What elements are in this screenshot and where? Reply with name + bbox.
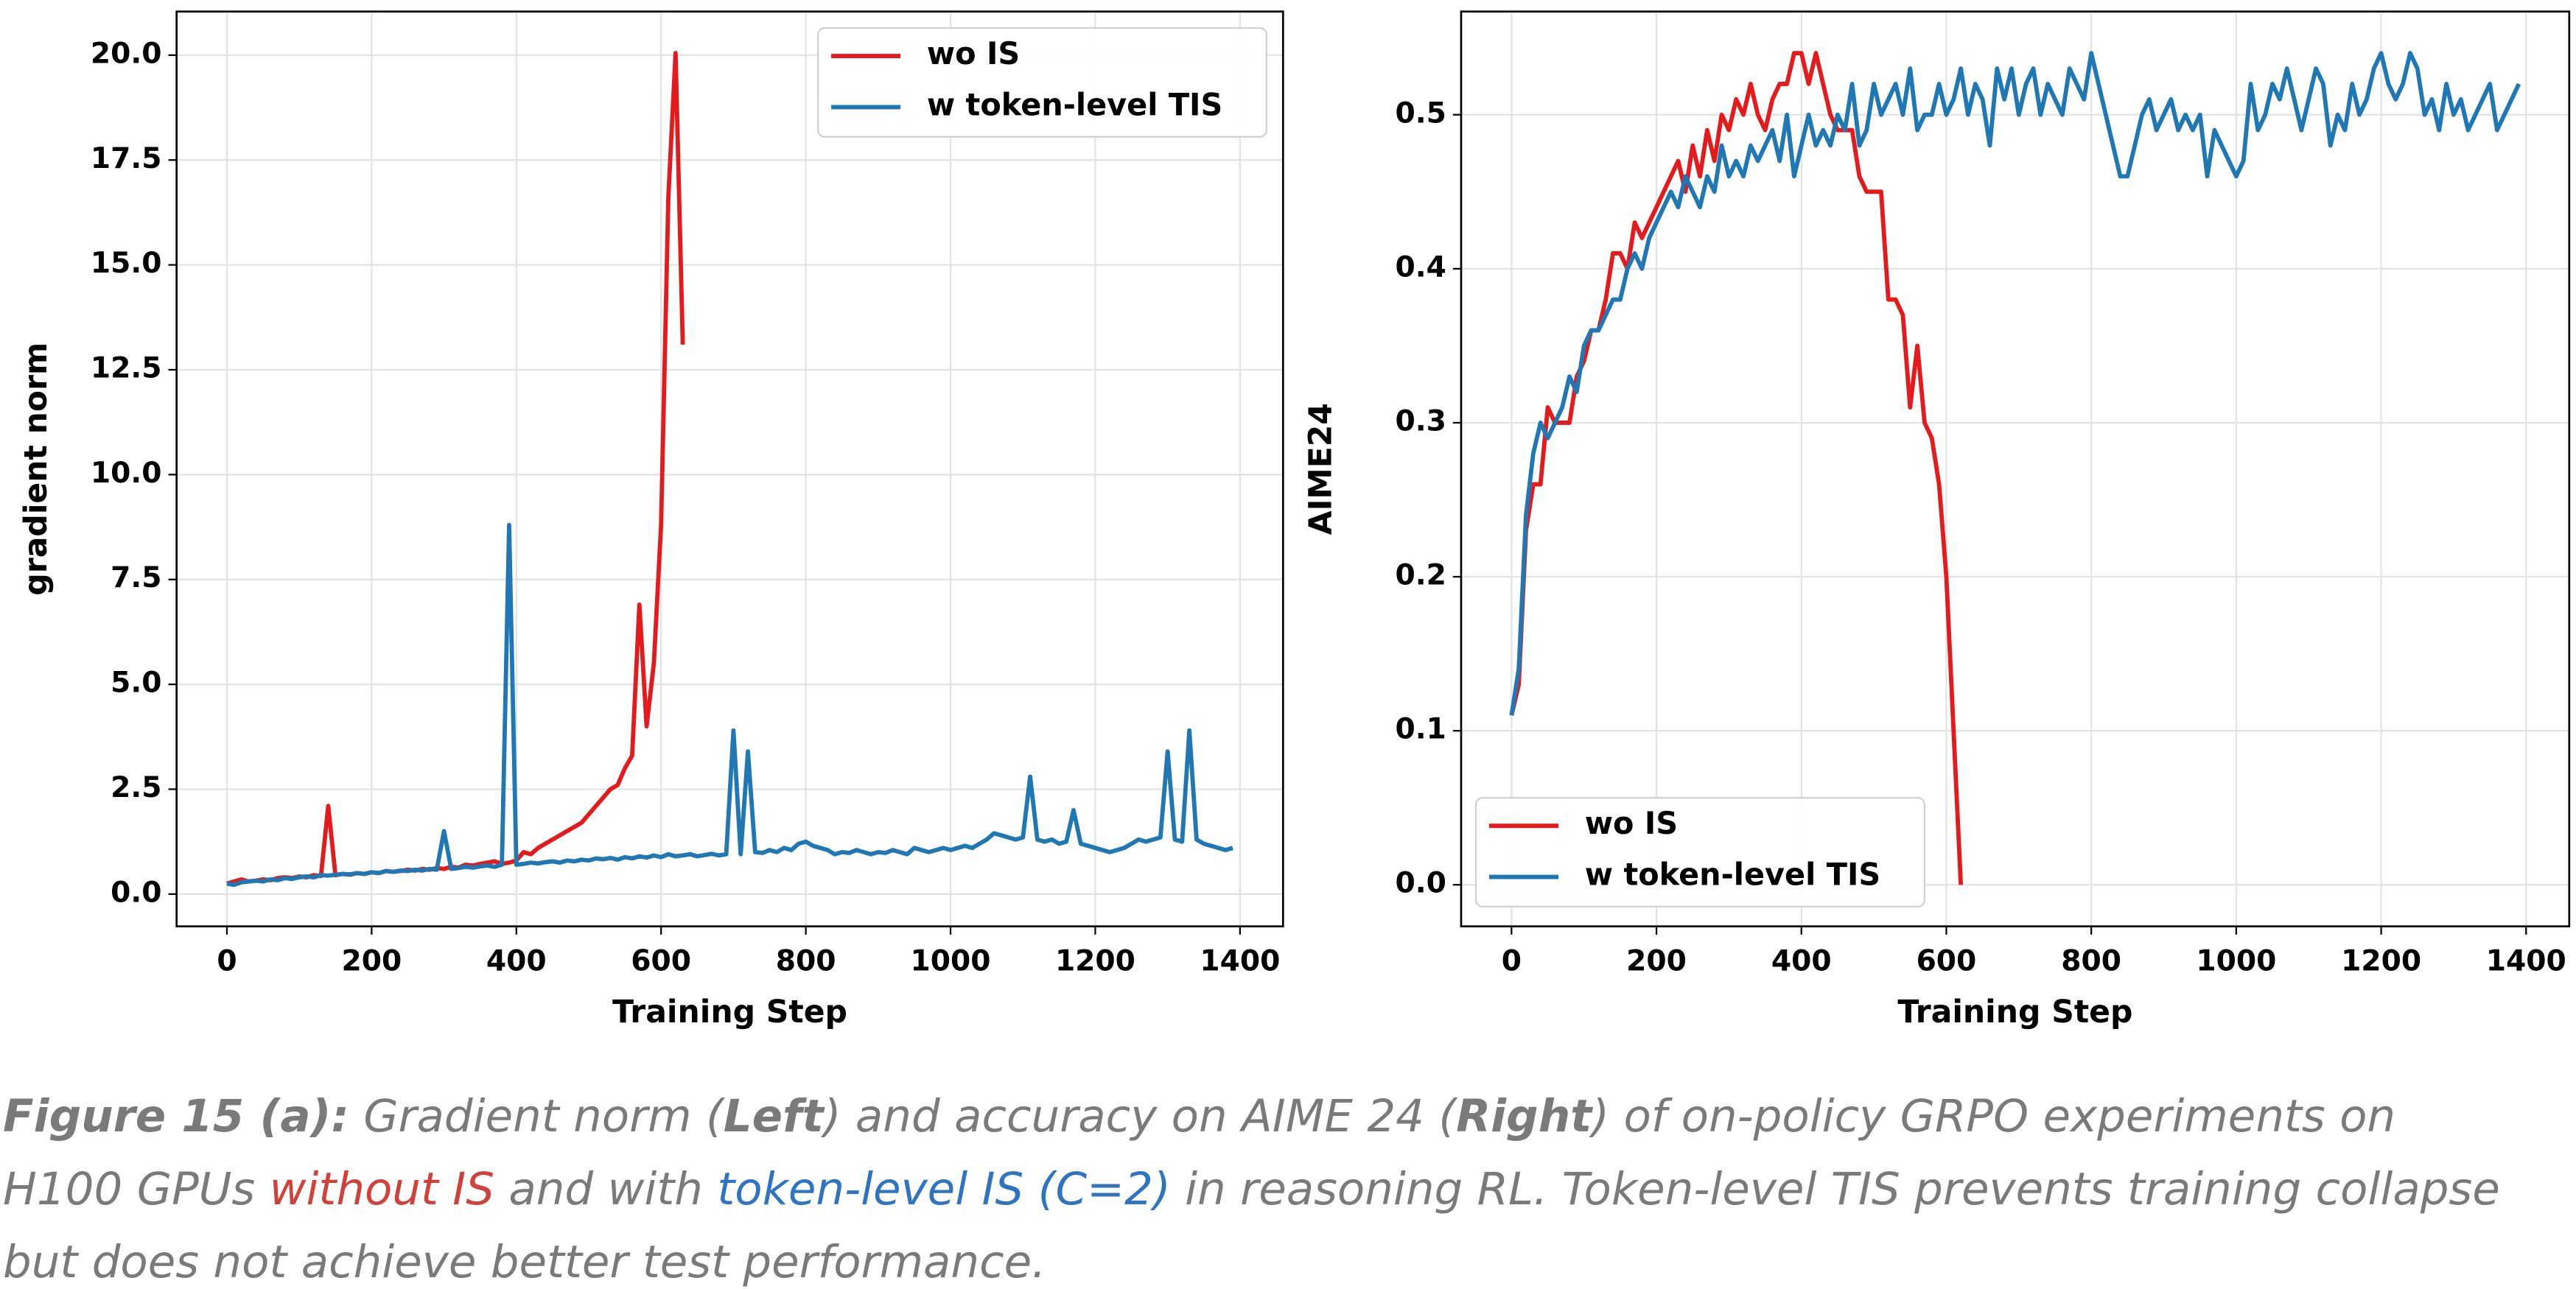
x-tick-label: 200 [341, 944, 402, 977]
y-tick-label: 0.1 [1395, 713, 1446, 746]
x-tick-label: 600 [631, 944, 691, 977]
caption-segment: without IS [269, 1163, 494, 1215]
series-line [226, 522, 1233, 888]
caption-segment: and with [494, 1163, 718, 1215]
y-tick-label: 17.5 [91, 142, 162, 175]
caption-segment: Gradient norm ( [349, 1090, 724, 1142]
y-tick-label: 0.0 [1395, 867, 1446, 900]
y-tick-label: 0.3 [1395, 404, 1446, 438]
caption-segment: Left [723, 1090, 824, 1142]
x-axis-label: Training Step [612, 994, 847, 1030]
caption: Figure 15 (a): Gradient norm (Left) and … [3, 1080, 2501, 1289]
x-tick-label: 0 [217, 944, 237, 977]
legend-box [817, 27, 1268, 138]
x-axis-label: Training Step [1897, 994, 2132, 1030]
y-tick-label: 20.0 [91, 37, 162, 70]
x-tick-label: 600 [1917, 944, 1977, 977]
x-tick-label: 400 [1771, 944, 1832, 977]
plot-frame [1460, 10, 2571, 928]
x-tick-label: 1000 [911, 944, 991, 977]
x-tick-label: 1200 [1055, 944, 1135, 977]
y-tick-label: 5.0 [111, 667, 161, 700]
y-tick-label: 10.0 [91, 457, 162, 490]
legend-label: wo IS [927, 36, 1020, 71]
caption-segment: in reasoning RL. Token-level TIS prevent… [3, 1163, 2515, 1288]
y-tick-label: 0.2 [1395, 559, 1446, 592]
series-line [1509, 51, 2521, 716]
y-axis-label: gradient norm [18, 343, 55, 596]
y-tick-label: 0.4 [1395, 250, 1446, 284]
y-tick-label: 7.5 [111, 561, 161, 594]
caption-segment: ) of on-policy GRPO experiments on H100 … [3, 1090, 2410, 1215]
y-axis-label: AIME24 [1303, 403, 1339, 535]
caption-segment: Right [1456, 1090, 1592, 1142]
legend-label: w token-level TIS [1585, 857, 1880, 893]
series-line [1509, 51, 1964, 885]
y-tick-label: 2.5 [111, 771, 161, 804]
x-tick-label: 400 [486, 944, 547, 977]
x-tick-label: 1200 [2341, 944, 2421, 977]
plot-frame [175, 10, 1284, 928]
caption-segment: Figure 15 (a): [3, 1090, 349, 1142]
x-tick-label: 800 [2061, 944, 2121, 977]
y-tick-label: 0.5 [1395, 96, 1446, 130]
y-tick-label: 12.5 [91, 351, 162, 384]
legend-box [1474, 797, 1925, 907]
legend-label: wo IS [1585, 806, 1678, 841]
legend-label: w token-level TIS [927, 87, 1222, 122]
x-tick-label: 800 [776, 944, 836, 977]
x-tick-label: 0 [1502, 944, 1522, 977]
x-tick-label: 200 [1626, 944, 1687, 977]
x-tick-label: 1400 [1200, 944, 1280, 977]
x-tick-label: 1000 [2196, 944, 2276, 977]
series-line [226, 51, 685, 886]
x-tick-label: 1400 [2486, 944, 2566, 977]
caption-segment: token-level IS (C=2) [717, 1163, 1171, 1215]
caption-segment: ) and accuracy on AIME 24 ( [823, 1090, 1457, 1142]
y-tick-label: 0.0 [111, 876, 161, 909]
y-tick-label: 15.0 [91, 247, 162, 280]
